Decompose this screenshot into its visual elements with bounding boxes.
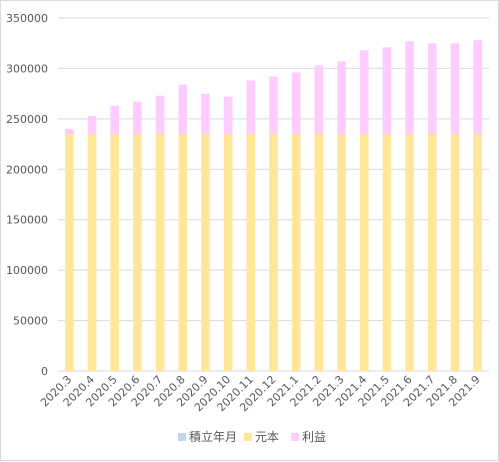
bar-1-2 <box>110 133 120 371</box>
bar-2-3 <box>133 101 142 134</box>
bar-1-4 <box>155 133 165 371</box>
x-axis-tick-labels: 2020.32020.42020.52020.62020.72020.82020… <box>38 373 483 414</box>
bar-2-18 <box>473 40 482 134</box>
bar-2-9 <box>269 76 278 134</box>
bar-2-7 <box>223 96 233 134</box>
bar-2-8 <box>246 80 256 134</box>
y-tick-label: 100000 <box>6 264 48 277</box>
bar-1-18 <box>473 133 482 371</box>
legend: 積立年月 元本 利益 <box>178 429 326 444</box>
bar-1-10 <box>291 133 301 371</box>
legend-swatch-1 <box>244 433 252 441</box>
y-tick-label: 150000 <box>6 214 48 227</box>
y-tick-label: 300000 <box>6 62 48 75</box>
bar-2-11 <box>314 65 324 134</box>
bar-2-0 <box>65 128 74 134</box>
bar-2-10 <box>291 72 301 134</box>
bar-1-15 <box>405 133 414 371</box>
bar-1-12 <box>337 133 346 371</box>
bar-1-1 <box>87 133 97 371</box>
legend-swatch-2 <box>291 433 299 441</box>
bar-2-15 <box>405 41 414 134</box>
legend-label-2: 利益 <box>302 430 326 444</box>
bar-1-6 <box>201 133 210 371</box>
bar-1-8 <box>246 133 256 371</box>
bar-2-16 <box>427 43 437 134</box>
bar-1-0 <box>65 133 74 371</box>
y-tick-label: 200000 <box>6 163 48 176</box>
legend-label-1: 元本 <box>255 430 279 444</box>
bar-2-17 <box>450 43 460 134</box>
bar-2-2 <box>110 105 120 134</box>
bar-2-5 <box>178 84 188 134</box>
y-tick-label: 350000 <box>6 12 48 25</box>
legend-swatch-0 <box>178 433 186 441</box>
y-axis-tick-labels: 0 50000 100000 150000 200000 250000 300000 3500… <box>6 12 48 378</box>
bar-2-13 <box>359 50 369 134</box>
bar-2-4 <box>155 95 165 134</box>
bar-1-7 <box>223 133 233 371</box>
bar-1-9 <box>269 133 278 371</box>
bar-1-13 <box>359 133 369 371</box>
bar-1-14 <box>382 133 392 371</box>
bar-1-11 <box>314 133 324 371</box>
bar-2-6 <box>201 93 210 134</box>
bar-2-1 <box>87 115 97 134</box>
bar-1-16 <box>427 133 437 371</box>
bar-2-12 <box>337 61 346 134</box>
y-tick-label: 50000 <box>13 315 48 328</box>
bar-2-14 <box>382 47 392 134</box>
y-tick-label: 0 <box>41 365 48 378</box>
bars <box>65 40 482 371</box>
y-tick-label: 250000 <box>6 113 48 126</box>
bar-1-3 <box>133 133 142 371</box>
bar-1-17 <box>450 133 460 371</box>
bar-1-5 <box>178 133 188 371</box>
legend-label-0: 積立年月 <box>189 429 237 444</box>
